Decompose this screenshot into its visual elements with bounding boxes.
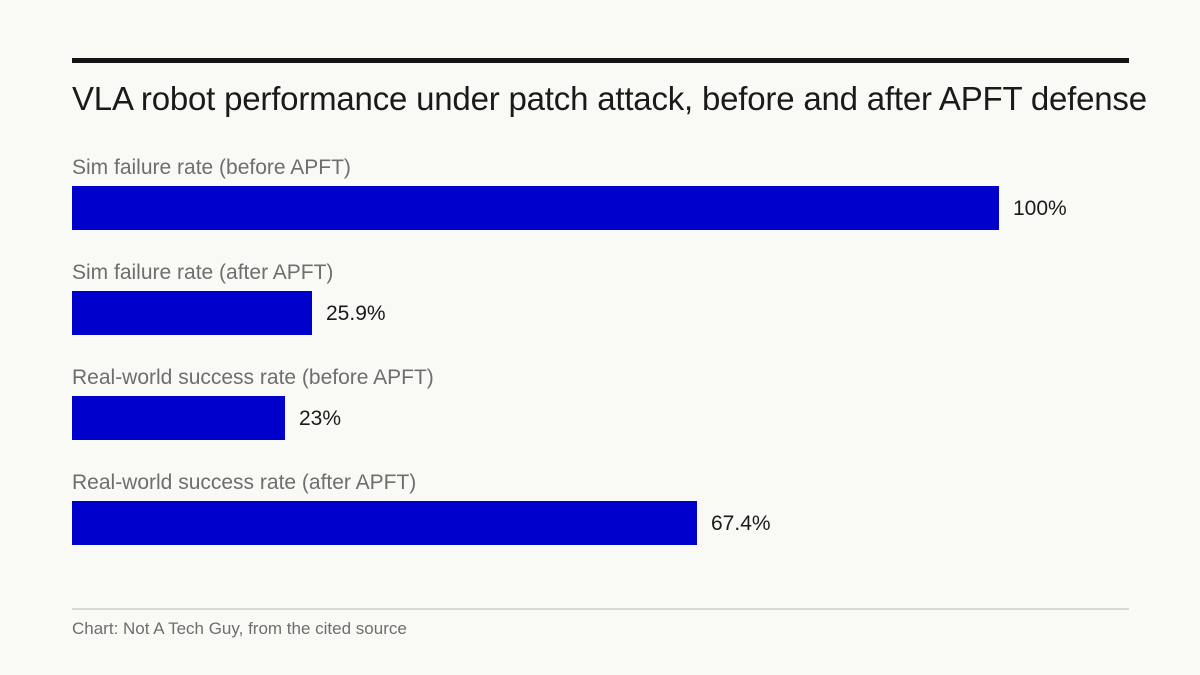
bar-value-label: 25.9%	[326, 302, 386, 325]
bar-row: Sim failure rate (after APFT) 25.9%	[72, 255, 1129, 350]
bar	[72, 396, 285, 440]
category-label: Real-world success rate (after APFT)	[72, 471, 417, 494]
chart-source: Chart: Not A Tech Guy, from the cited so…	[72, 619, 407, 638]
category-label: Real-world success rate (before APFT)	[72, 366, 434, 389]
bar	[72, 186, 999, 230]
bar-value-label: 100%	[1013, 197, 1067, 220]
bar	[72, 291, 312, 335]
bar-value-label: 67.4%	[711, 512, 771, 535]
bar-row: Sim failure rate (before APFT) 100%	[72, 150, 1129, 245]
category-label: Sim failure rate (before APFT)	[72, 156, 351, 179]
category-label: Sim failure rate (after APFT)	[72, 261, 334, 284]
chart-title: VLA robot performance under patch attack…	[72, 80, 1147, 117]
bar-value-label: 23%	[299, 407, 342, 430]
bottom-rule	[72, 608, 1129, 610]
bar	[72, 501, 697, 545]
top-rule	[72, 58, 1129, 63]
bar-chart-area: Sim failure rate (before APFT) 100% Sim fa…	[72, 150, 1129, 560]
bar-row: Real-world success rate (before APFT) 23%	[72, 360, 1129, 455]
bar-row: Real-world success rate (after APFT) 67.4…	[72, 465, 1129, 560]
